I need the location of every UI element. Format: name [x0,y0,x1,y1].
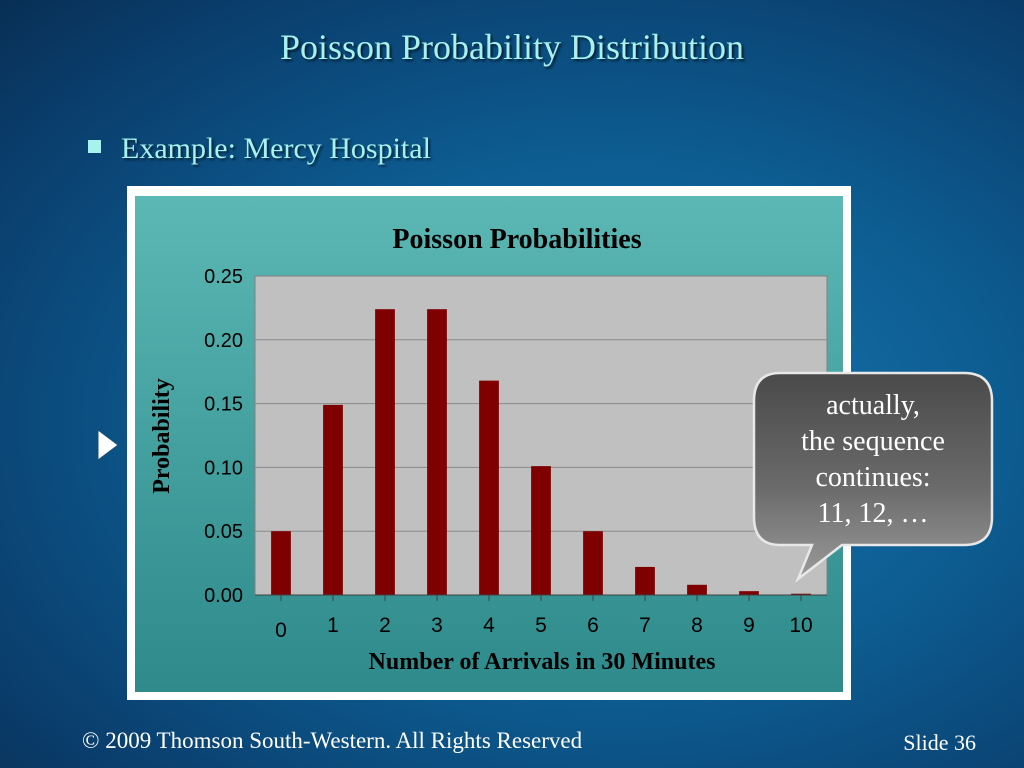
slide-number: Slide 36 [903,730,976,755]
bar-6 [583,531,603,595]
y-tick-label: 0.10 [204,457,243,479]
arrow-right-icon [97,429,119,461]
callout-line: continues: [815,462,931,493]
y-tick-label: 0.00 [204,585,243,607]
x-tick-label: 5 [535,614,547,637]
x-tick-label: 10 [789,614,812,637]
callout-line: 11, 12, … [817,498,929,529]
bar-0 [271,531,291,595]
copyright-footer: © 2009 Thomson South-Western. All Rights… [82,728,583,753]
x-tick-label: 2 [379,614,391,637]
bar-4 [479,380,499,595]
callout-bubble [752,371,994,583]
x-tick-label: 0 [275,619,287,642]
poisson-bar-chart: Poisson Probabilities 0.00 0.05 0.10 0.15 0.… [149,224,828,675]
bar-9 [739,591,759,595]
bullet-square-icon [88,140,101,153]
callout-line: the sequence [801,426,945,457]
y-axis-label: Probability [149,378,175,494]
y-tick-label: 0.25 [204,266,243,288]
x-tick-label: 3 [431,614,443,637]
bar-5 [531,466,551,595]
y-tick-label: 0.15 [204,394,243,416]
bar-10 [791,593,811,595]
y-tick-label: 0.20 [204,330,243,352]
x-tick-label: 4 [483,614,495,637]
chart-title: Poisson Probabilities [392,224,641,255]
bar-3 [427,309,447,595]
x-axis-label: Number of Arrivals in 30 Minutes [369,649,716,675]
x-tick-label: 6 [587,614,599,637]
callout-text: actually, the sequence continues: 11, 12… [758,388,988,532]
x-tick-label: 9 [743,614,755,637]
bar-2 [375,309,395,595]
slide-title: Poisson Probability Distribution [279,27,745,67]
x-tick-label: 1 [327,614,339,637]
bar-8 [687,584,707,595]
bar-7 [635,566,655,595]
x-tick-label: 7 [639,614,651,637]
bar-1 [323,404,343,595]
x-tick-label: 8 [691,614,703,637]
y-tick-label: 0.05 [204,521,243,543]
bullet-text: Example: Mercy Hospital [121,132,431,165]
callout-line: actually, [826,390,920,421]
bullet-item: Example: Mercy Hospital [88,132,431,166]
